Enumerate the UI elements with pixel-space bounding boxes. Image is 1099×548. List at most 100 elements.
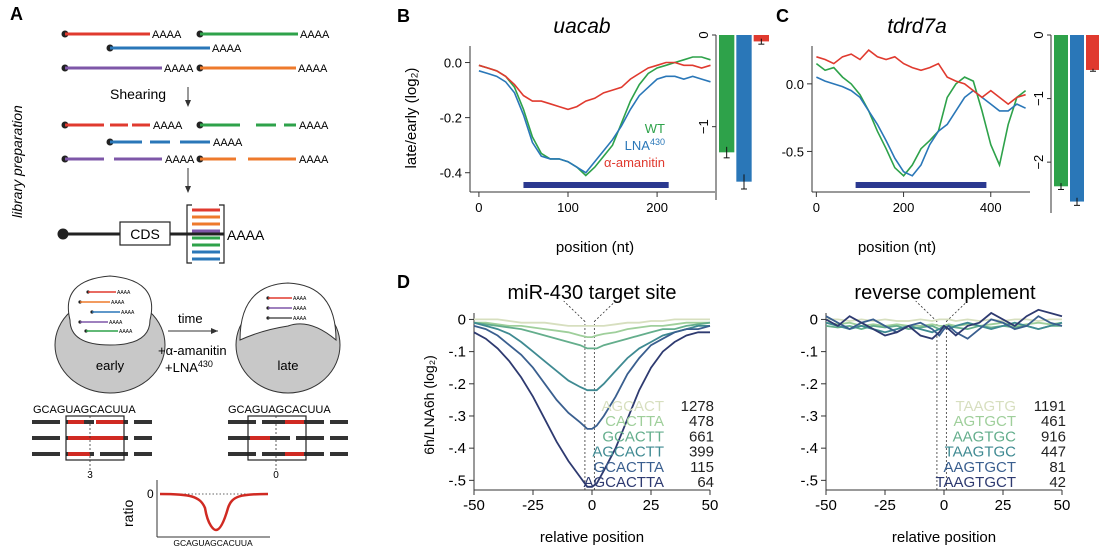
- fragment-polya: AAAA: [165, 154, 195, 166]
- motif-count: 1191: [1034, 398, 1066, 415]
- y-tick-label: 0.0: [444, 56, 462, 71]
- motif-label: AAGTGCT: [943, 459, 1016, 476]
- ratio-inset: ratio 0 GCAGUAGCACUUA: [120, 480, 270, 548]
- library-bracket: [186, 204, 225, 264]
- mini-polya: AAAA: [109, 320, 123, 326]
- legend-wt: WT: [645, 121, 665, 136]
- mini-polya: AAAA: [293, 296, 307, 302]
- site-box: [247, 415, 307, 461]
- sequence-right: GCAGUAGCACUUA: [228, 404, 331, 416]
- y-tick-label: -.4: [800, 440, 818, 457]
- x-tick-label: 25: [643, 497, 660, 514]
- motif-count: 1278: [681, 398, 714, 415]
- panel-d: D miR-430 target site reverse complement…: [397, 272, 1070, 546]
- motif-count: 447: [1041, 444, 1066, 461]
- series-line-2: [474, 321, 710, 338]
- motif-label: GCACTTA: [593, 459, 664, 476]
- chart-c-xlabel: position (nt): [858, 239, 936, 256]
- motif-label: AGCACTT: [592, 444, 664, 461]
- motif-label: AGCACTTA: [583, 474, 664, 491]
- offset-right: 0: [273, 470, 279, 481]
- cds-construct: CDS AAAA: [57, 204, 265, 264]
- motif-label: TAAGTG: [955, 398, 1016, 415]
- motif-count: 461: [1041, 413, 1066, 430]
- time-label: time: [178, 311, 203, 326]
- arrow-head: [185, 100, 191, 107]
- bar-tick-label: −2: [1031, 155, 1046, 170]
- mini-polya: AAAA: [293, 316, 307, 322]
- site-boundary: [594, 300, 616, 322]
- time-arrow: time +α-amanitin +LNA430: [158, 311, 227, 375]
- late-label: late: [278, 358, 299, 373]
- late-embryo: late AAAA AAAA AAAA: [235, 282, 341, 394]
- cds-bar: [523, 182, 669, 188]
- x-tick-label: 200: [646, 200, 668, 215]
- ratio-curve: [159, 492, 269, 532]
- mini-polya: AAAA: [121, 310, 135, 316]
- series-line-1: [478, 56, 711, 177]
- x-tick-label: -25: [874, 497, 896, 514]
- bar-1: [1054, 35, 1068, 187]
- y-tick-label: -.2: [800, 376, 818, 393]
- treatment-amanitin: +α-amanitin: [158, 343, 227, 358]
- y-tick-label: -.1: [800, 344, 818, 361]
- x-tick-label: 0: [475, 200, 482, 215]
- chart-d-left-title: miR-430 target site: [508, 282, 677, 304]
- chart-c-bars: 0 −1 −2: [1031, 31, 1099, 213]
- series-line-2: [816, 76, 1026, 177]
- bar-3: [753, 35, 769, 42]
- bar-2: [1070, 35, 1084, 202]
- fragment-polya: AAAA: [153, 120, 183, 132]
- series-line-6: [825, 308, 1063, 340]
- motif-label: GCACTT: [602, 428, 664, 445]
- series-line-2: [478, 70, 711, 174]
- series-line-5: [473, 325, 711, 430]
- series-line-6: [473, 331, 710, 488]
- chart-d-right-plot: 0 -.1 -.2 -.3 -.4 -.5 -50 -25 0 25 50 TAAGTG 1191 AGT…: [800, 300, 1070, 514]
- svg-text:+LNA430: +LNA430: [165, 359, 213, 375]
- bar-1: [719, 35, 735, 153]
- y-tick-label: -.5: [800, 472, 818, 489]
- y-tick-label: -.1: [448, 344, 466, 361]
- motif-label: AGTGCT: [954, 413, 1017, 430]
- chart-c-plot: 0.0 -0.5 0 200 400: [782, 46, 1030, 215]
- chart-d-left-plot: 0 -.1 -.2 -.3 -.4 -.5 -50 -25 0 25 50 AGCACT 1278 CAC…: [448, 300, 718, 514]
- motif-label: TAAGTGCT: [935, 474, 1016, 491]
- read-polya: AAAA: [212, 43, 242, 55]
- cds-polya: AAAA: [227, 227, 265, 243]
- motif-count: 42: [1049, 474, 1066, 491]
- y-tick-label: -0.5: [782, 144, 804, 159]
- site-boundary: [915, 300, 938, 322]
- cds-bar: [855, 182, 987, 188]
- x-tick-label: 0: [813, 200, 820, 215]
- ratio-zero: 0: [147, 487, 154, 501]
- read-polya: AAAA: [164, 63, 194, 75]
- panel-letter-c: C: [776, 6, 789, 26]
- fragment-stack: [192, 208, 220, 261]
- y-tick-label: 0: [458, 311, 466, 328]
- x-tick-label: -50: [815, 497, 837, 514]
- x-tick-label: 25: [995, 497, 1012, 514]
- series-line-3: [478, 61, 711, 111]
- bar-3: [1086, 35, 1099, 70]
- sequence-left: GCAGUAGCACUUA: [33, 404, 136, 416]
- chart-b-ylabel: late/early (log₂): [403, 68, 420, 169]
- site-boundary: [946, 300, 968, 322]
- mini-polya: AAAA: [111, 300, 125, 306]
- read-polya: AAAA: [300, 29, 330, 41]
- cds-label: CDS: [130, 226, 160, 242]
- panel-b: B uacab late/early (log₂) position (nt) …: [397, 6, 769, 256]
- shearing-label: Shearing: [110, 86, 166, 102]
- series-line-3: [473, 321, 711, 350]
- motif-count: 81: [1049, 459, 1066, 476]
- treatment-lna: +LNA: [165, 360, 198, 375]
- library-preparation-label: library preparation: [9, 105, 25, 218]
- early-embryo: early AAAA AAAA AAAA AAAA AAAA: [54, 275, 166, 394]
- chart-c-title: tdrd7a: [887, 15, 947, 38]
- offset-left: 3: [87, 470, 93, 481]
- series-line-5: [825, 315, 1063, 340]
- mini-polya: AAAA: [293, 306, 307, 312]
- rna-reads-diagram: AAAA AAAA AAAA AAAA AAAA: [61, 29, 330, 107]
